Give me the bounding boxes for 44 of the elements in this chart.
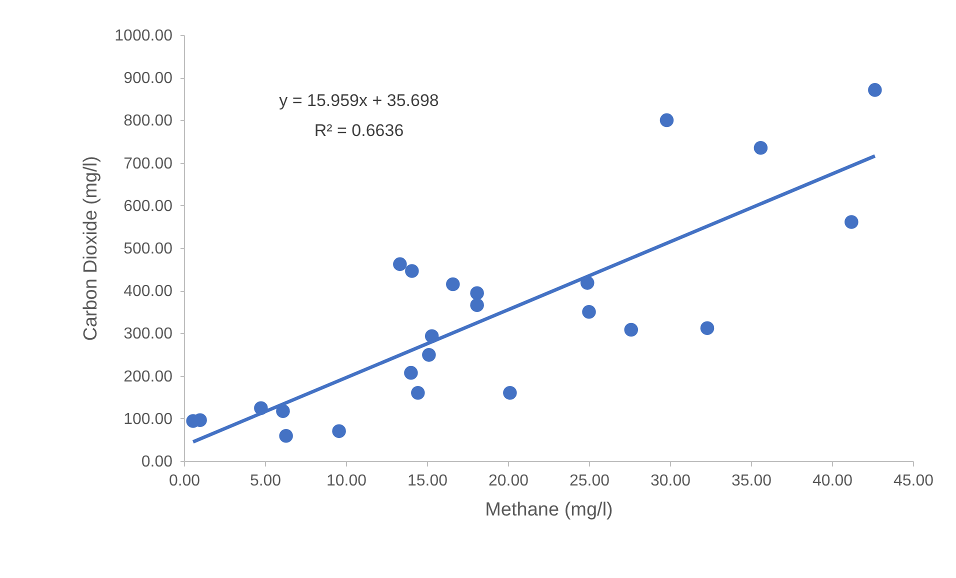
point [582,305,596,319]
point [868,83,882,97]
annotation: y = 15.959x + 35.698 [279,91,439,110]
y-tick-label: 100.00 [124,410,173,428]
y-tick-label: 700.00 [124,155,173,172]
x-tick-label: 20.00 [488,472,529,490]
y-tick-label: 0.00 [141,454,173,470]
x-tick-label: 30.00 [650,472,691,490]
point [279,428,293,443]
point [470,286,484,300]
point [503,386,517,400]
point [393,257,407,272]
point [660,113,674,128]
y-tick-label: 900.00 [124,70,173,88]
y-tick-label: 400.00 [124,283,173,300]
point [470,298,484,312]
y-tick-label: 1000.00 [114,28,173,44]
annotation: R² = 0.6636 [314,121,404,140]
y-axis-title: Carbon Dioxide (mg/l) [80,156,102,341]
x-tick-label: 40.00 [812,472,853,490]
x-tick-label: 10.00 [326,472,367,490]
x-tick-label: 5.00 [250,472,282,490]
point [276,404,290,418]
x-tick-label: 35.00 [731,472,772,490]
x-tick-label: 0.00 [168,472,200,490]
y-tick-label: 200.00 [124,368,173,386]
x-tick-label: 45.00 [893,472,934,490]
x-tick-label: 25.00 [569,472,610,490]
y-tick-label: 800.00 [124,112,173,130]
x-tick-label: 15.00 [407,472,448,490]
point [624,322,638,337]
point [411,386,425,400]
x-axis-title: Methane (mg/l) [485,500,613,520]
point [405,264,419,278]
y-tick-label: 300.00 [124,326,173,343]
y-tick-label: 500.00 [124,240,173,258]
point [844,215,858,229]
point [422,348,436,362]
point [754,141,768,155]
point [446,277,460,292]
y-tick-label: 600.00 [124,198,173,215]
point [332,424,346,438]
point [404,366,418,380]
point [700,321,714,335]
